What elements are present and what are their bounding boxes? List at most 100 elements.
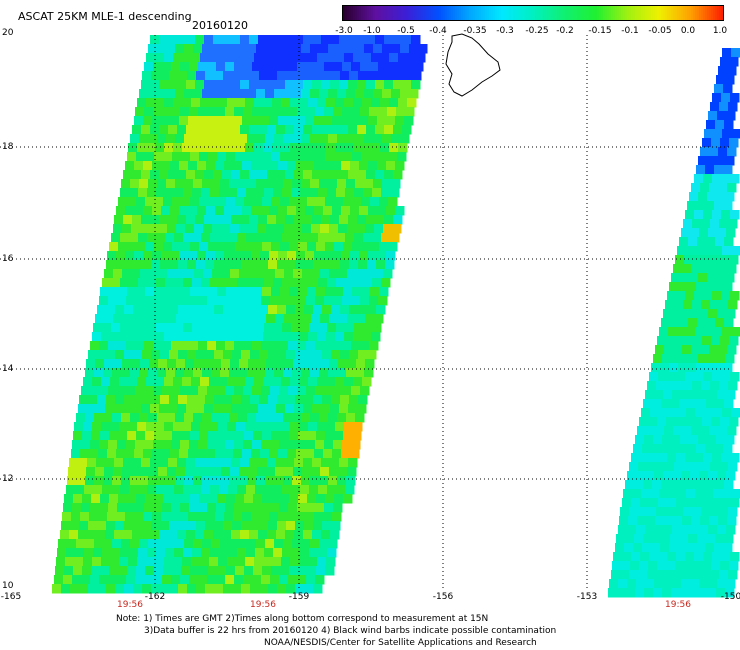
- swath-cell: [184, 368, 194, 378]
- swath-cell: [275, 359, 285, 369]
- swath-cell: [170, 161, 180, 171]
- swath-cell: [130, 413, 140, 423]
- swath-cell: [685, 291, 695, 301]
- swath-cell: [261, 503, 271, 513]
- swath-cell: [196, 350, 206, 360]
- swath-cell: [243, 62, 253, 72]
- swath-cell: [182, 422, 192, 432]
- swath-cell: [683, 462, 693, 472]
- swath-cell: [161, 206, 171, 216]
- swath-cell: [221, 269, 231, 279]
- swath-cell: [263, 557, 273, 567]
- swath-cell: [264, 188, 274, 198]
- swath-cell: [153, 503, 163, 513]
- swath-cell: [335, 98, 345, 108]
- swath-cell: [170, 512, 180, 522]
- swath-cell: [141, 80, 151, 90]
- swath-cell: [259, 350, 269, 360]
- swath-cell: [243, 296, 253, 306]
- swath-cell: [714, 543, 724, 553]
- swath-cell: [102, 548, 112, 558]
- color-bar-segment: [665, 6, 668, 20]
- swath-cell: [248, 314, 258, 324]
- swath-cell: [711, 561, 721, 571]
- swath-cell: [698, 156, 708, 166]
- swath-cell: [128, 557, 138, 567]
- swath-cell: [317, 422, 327, 432]
- swath-cell: [311, 224, 321, 234]
- swath-cell: [244, 197, 254, 207]
- swath-cell: [284, 359, 294, 369]
- swath-cell: [125, 206, 135, 216]
- swath-cell: [183, 323, 193, 333]
- swath-cell: [181, 494, 191, 504]
- swath-cell: [99, 341, 109, 351]
- swath-cell: [161, 512, 171, 522]
- swath-cell: [647, 507, 657, 517]
- swath-cell: [293, 269, 303, 279]
- swath-cell: [714, 84, 724, 94]
- swath-cell: [240, 80, 250, 90]
- color-bar-segment: [545, 6, 548, 20]
- swath-cell: [190, 197, 200, 207]
- swath-cell: [318, 485, 328, 495]
- swath-cell: [107, 512, 117, 522]
- color-bar-tick-label: -0.4: [429, 26, 447, 36]
- swath-cell: [69, 458, 79, 468]
- swath-cell: [304, 350, 314, 360]
- swath-cell: [259, 395, 269, 405]
- swath-cell: [126, 341, 136, 351]
- color-bar-segment: [635, 6, 638, 20]
- swath-cell: [155, 557, 165, 567]
- swath-cell: [721, 93, 731, 103]
- swath-cell: [200, 53, 210, 63]
- swath-cell: [335, 53, 345, 63]
- color-bar-segment: [373, 6, 376, 20]
- swath-cell: [106, 584, 116, 594]
- swath-cell: [250, 350, 260, 360]
- swath-cell: [251, 206, 261, 216]
- color-bar-segment: [475, 6, 478, 20]
- swath-cell: [348, 404, 358, 414]
- swath-cell: [247, 413, 257, 423]
- swath-cell: [647, 570, 657, 580]
- swath-cell: [678, 363, 688, 373]
- swath-cell: [289, 566, 299, 576]
- swath-cell: [292, 179, 302, 189]
- color-bar-segment: [451, 6, 454, 20]
- swath-cell: [729, 255, 739, 265]
- swath-cell: [274, 44, 284, 54]
- swath-cell: [220, 413, 230, 423]
- swath-cell: [327, 278, 337, 288]
- color-bar-segment: [403, 6, 406, 20]
- swath-cell: [332, 449, 342, 459]
- swath-cell: [718, 426, 728, 436]
- swath-cell: [52, 584, 62, 594]
- swath-cell: [102, 323, 112, 333]
- swath-cell: [618, 579, 628, 589]
- swath-cell: [127, 566, 137, 576]
- swath-cell: [221, 224, 231, 234]
- swath-cell: [254, 332, 264, 342]
- swath-cell: [260, 206, 270, 216]
- color-bar-segment: [711, 6, 714, 20]
- swath-cell: [135, 440, 145, 450]
- swath-cell: [127, 152, 137, 162]
- swath-cell: [226, 197, 236, 207]
- swath-cell: [683, 507, 693, 517]
- swath-cell: [251, 512, 261, 522]
- swath-cell: [238, 476, 248, 486]
- swath-cell: [215, 449, 225, 459]
- swath-cell: [345, 233, 355, 243]
- swath-cell: [649, 552, 659, 562]
- swath-cell: [173, 332, 183, 342]
- swath-cell: [299, 143, 309, 153]
- swath-cell: [244, 287, 254, 297]
- swath-cell: [268, 521, 278, 531]
- swath-cell: [700, 264, 710, 274]
- swath-cell: [99, 296, 109, 306]
- swath-cell: [303, 215, 313, 225]
- swath-cell: [167, 359, 177, 369]
- swath-cell: [289, 242, 299, 252]
- swath-cell: [232, 260, 242, 270]
